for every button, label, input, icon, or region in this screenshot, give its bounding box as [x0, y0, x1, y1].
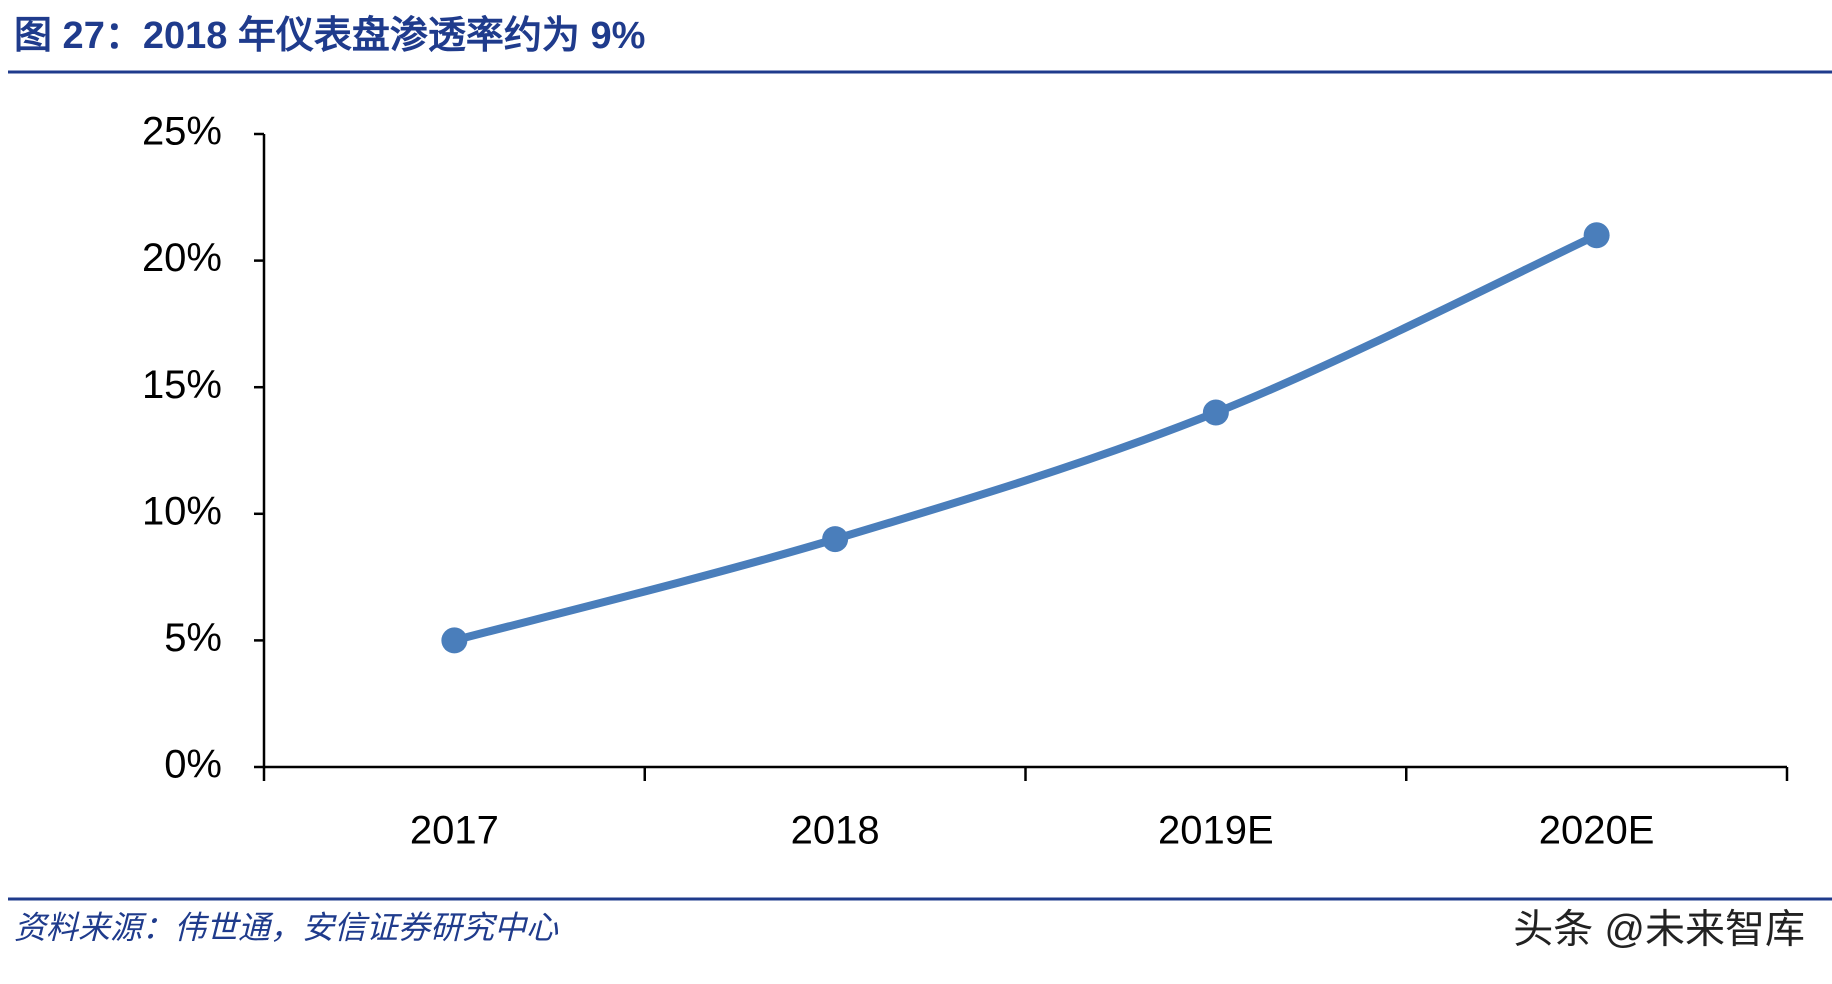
x-tick-label: 2018 [791, 809, 880, 853]
x-tick-label: 2017 [410, 809, 499, 853]
chart-title: 图 27：2018 年仪表盘渗透率约为 9% [14, 14, 645, 57]
y-tick-label: 0% [164, 743, 222, 787]
x-tick-label: 2020E [1539, 809, 1655, 853]
y-tick-label: 20% [142, 236, 222, 280]
y-tick-label: 5% [164, 616, 222, 660]
x-tick-label: 2019E [1158, 809, 1274, 853]
data-point [1202, 399, 1229, 426]
y-tick-label: 10% [142, 489, 222, 533]
data-point [441, 627, 468, 654]
source-note: 资料来源：伟世通，安信证券研究中心 [14, 909, 559, 945]
y-tick-label: 25% [142, 110, 222, 154]
watermark: 头条 @未来智库 [1513, 908, 1805, 952]
data-point [822, 526, 849, 553]
y-tick-label: 15% [142, 363, 222, 407]
series-line [450, 231, 1601, 645]
data-point [1583, 222, 1610, 249]
